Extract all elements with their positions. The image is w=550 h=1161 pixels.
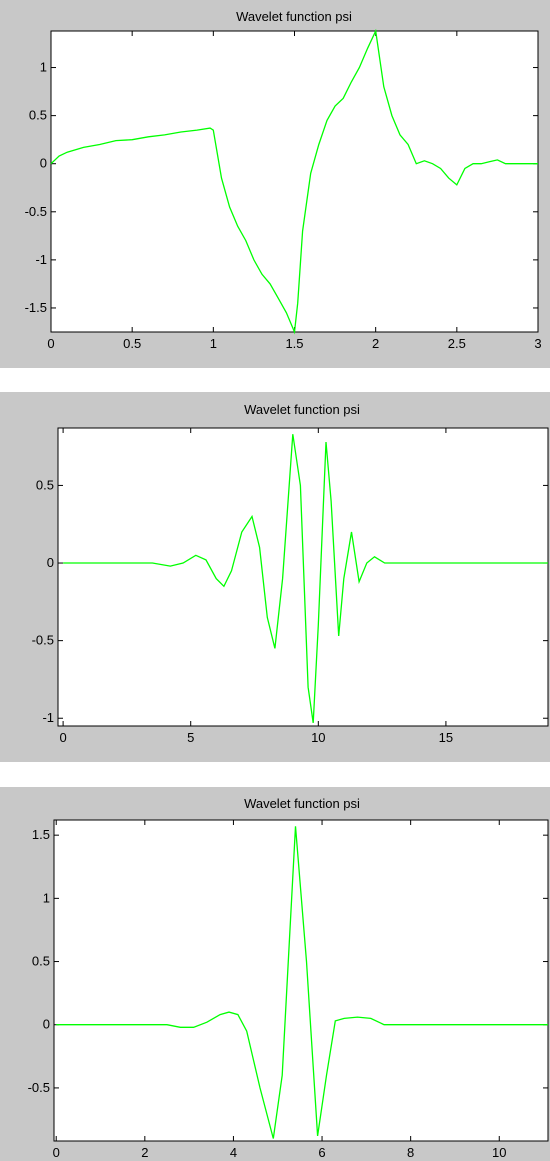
figure-1: Wavelet function psi 0 0.5 1 1.5 2 2.5 3 -1.5 -1… [0, 0, 550, 368]
x-tick-label: 10 [492, 1145, 506, 1160]
x-tick-label: 0.5 [123, 336, 141, 351]
x-tick-label: 0 [53, 1145, 60, 1160]
x-tick-label: 2.5 [448, 336, 466, 351]
plot-area [53, 819, 549, 1142]
y-tick-label: 0 [43, 1017, 50, 1032]
y-tick-label: -1.5 [25, 300, 47, 315]
plot-area [50, 30, 539, 333]
chart-title: Wavelet function psi [244, 402, 360, 417]
psi-curve [50, 28, 538, 335]
y-tick-label: 0 [40, 156, 47, 171]
y-tick-label: 0 [47, 555, 54, 570]
plot-area [57, 427, 549, 727]
chart-2: Wavelet function psi 0 5 10 15 -1 -0.5 0 0.5 [32, 402, 549, 745]
y-tick-label: -1 [35, 252, 47, 267]
y-tick-label: -0.5 [25, 204, 47, 219]
x-tick-label: 8 [407, 1145, 414, 1160]
y-tick-label: 1 [43, 890, 50, 905]
y-tick-label: -1 [42, 710, 54, 725]
y-tick-label: -0.5 [28, 1080, 50, 1095]
y-tick-label: 0.5 [29, 108, 47, 123]
x-tick-label: 6 [318, 1145, 325, 1160]
psi-curve [56, 826, 548, 1139]
y-tick-label: -0.5 [32, 633, 54, 648]
psi-curve [63, 434, 548, 723]
x-tick-label: 2 [141, 1145, 148, 1160]
chart-title: Wavelet function psi [236, 9, 352, 24]
x-tick-label: 0 [47, 336, 54, 351]
x-tick-label: 3 [534, 336, 541, 351]
x-tick-label: 1 [210, 336, 217, 351]
figure-3: Wavelet function psi 0 2 4 6 8 10 -0.5 0 0.5 1 1.5 [0, 787, 550, 1161]
y-tick-label: 0.5 [32, 954, 50, 969]
x-tick-label: 10 [311, 730, 325, 745]
chart-1: Wavelet function psi 0 0.5 1 1.5 2 2.5 3 -1.5 -1… [25, 9, 542, 351]
x-tick-label: 4 [230, 1145, 237, 1160]
y-tick-label: 0.5 [36, 477, 54, 492]
x-tick-label: 15 [439, 730, 453, 745]
x-tick-label: 5 [187, 730, 194, 745]
x-tick-label: 0 [59, 730, 66, 745]
figure-2: Wavelet function psi 0 5 10 15 -1 -0.5 0 0.5 [0, 392, 550, 762]
chart-title: Wavelet function psi [244, 796, 360, 811]
x-tick-label: 2 [372, 336, 379, 351]
y-tick-label: 1 [40, 60, 47, 75]
chart-3: Wavelet function psi 0 2 4 6 8 10 -0.5 0 0.5 1 1.5 [28, 796, 549, 1160]
y-tick-label: 1.5 [32, 827, 50, 842]
x-tick-label: 1.5 [285, 336, 303, 351]
